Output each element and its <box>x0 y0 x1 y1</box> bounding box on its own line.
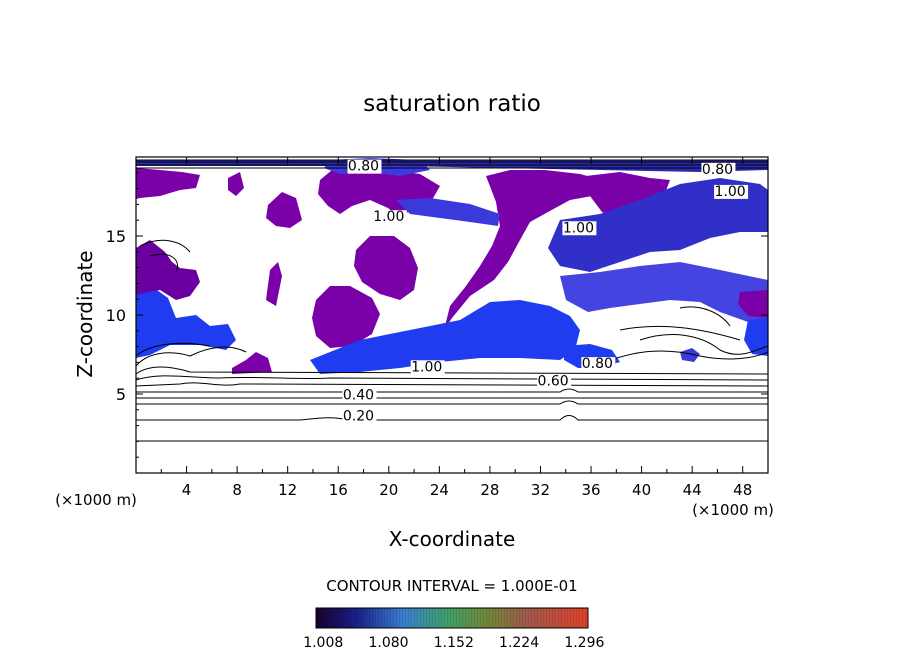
contour-label: 1.00 <box>714 184 745 200</box>
contour-label: 0.60 <box>538 374 569 390</box>
contour-interval-text: CONTOUR INTERVAL = 1.000E-01 <box>326 577 577 595</box>
x-tick-label: 44 <box>683 481 702 499</box>
colorbar-tick-label: 1.152 <box>434 635 474 651</box>
purple-region-topright <box>586 172 670 220</box>
contour-label-bg <box>372 210 407 225</box>
contour-label-bg <box>342 409 377 424</box>
contour-label: 0.80 <box>582 356 613 372</box>
contour-line-7 <box>136 375 768 381</box>
contour-line-10 <box>136 334 768 357</box>
contour-label: 0.40 <box>343 388 374 404</box>
purple-region-plume <box>444 170 602 330</box>
purple-region-center <box>354 236 418 300</box>
purple-region-topleft <box>136 168 200 199</box>
contour-label-bg <box>581 357 616 372</box>
contour-line-15 <box>139 239 191 273</box>
x-tick-label: 20 <box>379 481 398 499</box>
x-axis-ticks: 4 8 12 16 20 24 28 32 36 40 44 48 <box>160 157 752 499</box>
blue-region-right-lower <box>560 262 768 340</box>
contour-label-bg <box>342 388 377 403</box>
contour-line-3 <box>136 400 768 405</box>
contour-line-2 <box>136 415 768 421</box>
colorbar-tick-labels: 1.008 1.080 1.152 1.224 1.296 <box>303 635 604 651</box>
contour-line-6 <box>136 382 768 387</box>
y-tick-label: 10 <box>106 306 126 325</box>
x-axis-unit-right: (×1000 m) <box>692 501 774 519</box>
contour-line-16 <box>619 306 741 341</box>
contour-label: 0.20 <box>343 408 374 424</box>
purple-region-lower-center <box>312 286 380 348</box>
chart-title: saturation ratio <box>363 91 541 117</box>
contour-label: 1.00 <box>411 359 442 375</box>
colorbar-frame <box>315 607 589 629</box>
colorbar-tick-label: 1.296 <box>564 635 604 651</box>
contour-line-5 <box>136 388 768 393</box>
x-tick-label: 16 <box>329 481 348 499</box>
x-tick-label: 12 <box>278 481 297 499</box>
colorbar-tick-label: 1.224 <box>499 635 539 651</box>
blue-blob-right <box>680 348 700 362</box>
contour-label: 0.80 <box>702 162 733 178</box>
y-tick-label: 15 <box>106 227 126 246</box>
x-tick-label: 8 <box>232 481 242 499</box>
blue-region-right-band <box>548 178 768 272</box>
purple-blob-bottom <box>232 352 272 374</box>
x-axis-label: X-coordinate <box>389 527 516 551</box>
colorbar-tick-label: 1.008 <box>303 635 343 651</box>
contour-lines <box>136 159 768 442</box>
purple-blob-small-3 <box>266 262 282 306</box>
purple-blob-small-1 <box>228 172 244 196</box>
x-tick-label: 40 <box>632 481 651 499</box>
contour-label: 1.00 <box>563 220 594 236</box>
x-tick-label: 36 <box>581 481 600 499</box>
y-axis-ticks: 5 10 15 <box>106 172 768 458</box>
contour-label-bg <box>701 162 736 177</box>
contour-label-bg <box>714 184 749 199</box>
x-axis-unit-left: (×1000 m) <box>55 491 137 509</box>
y-axis-label: Z-coordinate <box>73 250 97 377</box>
x-tick-label: 28 <box>480 481 499 499</box>
saturation-fill-regions <box>136 158 768 374</box>
purple-region-left <box>136 240 200 300</box>
blue-region-upper-right <box>396 198 500 226</box>
y-tick-label: 5 <box>116 385 126 404</box>
contour-label: 1.00 <box>373 209 404 225</box>
top-band <box>136 160 768 172</box>
contour-label: 0.80 <box>348 159 379 175</box>
contour-label-bg <box>410 360 445 375</box>
x-tick-label: 24 <box>430 481 449 499</box>
blue-region-left <box>136 285 236 358</box>
blue-region-farright <box>744 318 768 356</box>
colorbar-ticks-pattern <box>316 608 588 628</box>
x-tick-label: 4 <box>182 481 192 499</box>
contour-line-8 <box>136 366 768 375</box>
purple-blob-small-2 <box>266 192 302 228</box>
colorbar <box>315 607 589 629</box>
purple-region-farright <box>738 290 768 318</box>
contour-label-bg <box>537 374 572 389</box>
blue-region-central-lower <box>310 300 580 374</box>
x-tick-label: 32 <box>531 481 550 499</box>
colorbar-tick-label: 1.080 <box>368 635 408 651</box>
contour-label-bg <box>347 159 382 174</box>
x-tick-label: 48 <box>733 481 752 499</box>
contour-label-bg <box>562 221 597 236</box>
contour-label-group: 0.20 0.40 0.60 0.80 1.00 1.00 1.00 1.00 0.80 0.80 <box>342 159 749 424</box>
contour-line-9 <box>136 346 768 367</box>
